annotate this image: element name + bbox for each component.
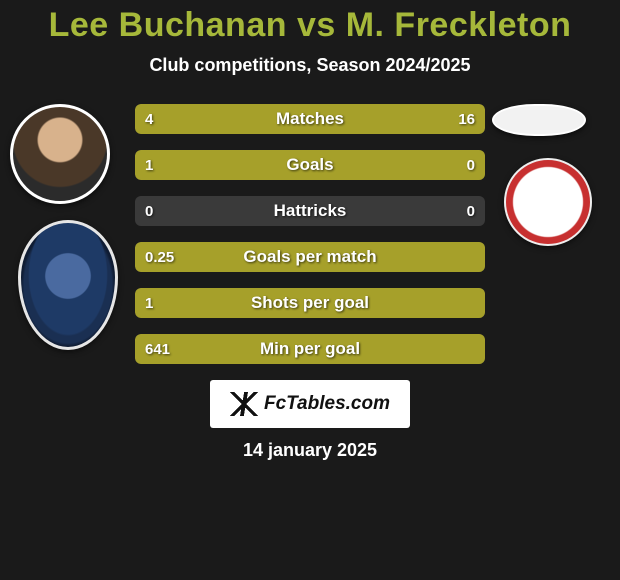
comparison-card: Lee Buchanan vs M. Freckleton Club compe… [0, 0, 620, 580]
page-subtitle: Club competitions, Season 2024/2025 [0, 55, 620, 76]
stat-fill-left [135, 334, 485, 364]
stat-track [135, 334, 485, 364]
stat-row: Goals per match0.25 [135, 242, 485, 272]
stat-fill-left [135, 150, 485, 180]
player1-avatar [10, 104, 110, 204]
stat-row: Min per goal641 [135, 334, 485, 364]
stat-bars: Matches416 Goals10 Hattricks00 Goals per ma… [135, 104, 485, 380]
stat-track [135, 196, 485, 226]
stat-track [135, 242, 485, 272]
stat-row: Matches416 [135, 104, 485, 134]
player1-club-badge [18, 220, 118, 350]
stat-track [135, 150, 485, 180]
stat-row: Hattricks00 [135, 196, 485, 226]
stat-fill-left [135, 104, 205, 134]
stat-track [135, 104, 485, 134]
brand-badge: FcTables.com [210, 380, 410, 428]
player2-avatar [492, 104, 586, 136]
stat-track [135, 288, 485, 318]
brand-text: FcTables.com [264, 393, 390, 415]
stat-row: Goals10 [135, 150, 485, 180]
stat-fill-right [205, 104, 485, 134]
date-label: 14 january 2025 [0, 440, 620, 461]
stat-row: Shots per goal1 [135, 288, 485, 318]
stat-fill-left [135, 242, 485, 272]
page-title: Lee Buchanan vs M. Freckleton [0, 6, 620, 45]
player2-club-badge [504, 158, 592, 246]
brand-logo-icon [230, 392, 258, 416]
stat-fill-left [135, 288, 485, 318]
